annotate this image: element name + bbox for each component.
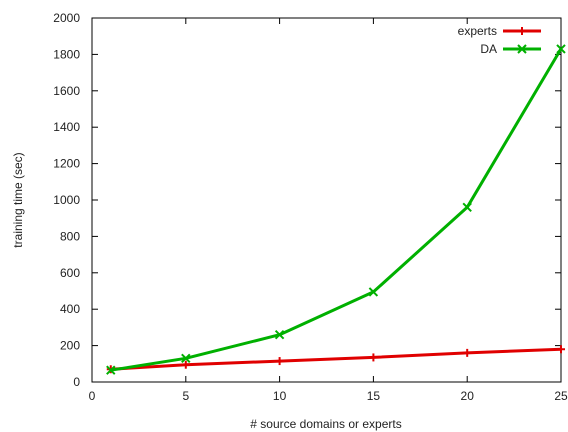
legend-item-da: DA [480, 42, 541, 56]
data-point [181, 360, 190, 369]
y-tick-label: 600 [60, 266, 80, 280]
data-point [368, 287, 379, 297]
x-axis-label: # source domains or experts [250, 417, 401, 431]
data-point [463, 348, 472, 357]
x-tick-label: 15 [367, 389, 381, 403]
y-axis-label: training time (sec) [11, 152, 25, 247]
y-tick-label: 1200 [53, 157, 80, 171]
data-point [369, 353, 378, 362]
x-tick-label: 5 [182, 389, 189, 403]
data-point [181, 353, 191, 364]
x-tick-label: 0 [89, 389, 96, 403]
legend-label: DA [480, 42, 497, 56]
legend-marker [517, 44, 527, 54]
data-point [557, 345, 565, 354]
legend-item-experts: experts [458, 24, 541, 38]
y-tick-label: 2000 [53, 11, 80, 25]
data-point-marker [556, 44, 566, 54]
x-tick-label: 10 [273, 389, 287, 403]
data-point [275, 357, 284, 366]
y-tick-label: 1400 [53, 120, 80, 134]
series-layer [106, 44, 566, 375]
y-tick-label: 400 [60, 302, 80, 316]
plot-frame [91, 17, 562, 383]
y-tick-label: 1600 [53, 84, 80, 98]
data-point [274, 329, 285, 340]
data-point-marker [181, 353, 191, 364]
series-line-experts [110, 347, 562, 371]
x-tick-label: 20 [461, 389, 475, 403]
y-tick-label: 1000 [53, 193, 80, 207]
y-tick-label: 1800 [53, 47, 80, 61]
data-point [106, 365, 116, 375]
series-line-da [110, 48, 563, 372]
y-tick-label: 200 [60, 339, 80, 353]
y-tick-label: 0 [73, 375, 80, 389]
legend: experts DA [458, 24, 541, 56]
series-da [106, 44, 566, 375]
y-tick-label: 800 [60, 229, 80, 243]
data-point-marker [106, 365, 116, 375]
data-point [462, 202, 472, 212]
data-point [556, 44, 566, 54]
x-tick-label: 25 [554, 389, 568, 403]
data-point-marker [274, 329, 285, 340]
legend-label: experts [458, 24, 497, 38]
x-axis: 0 5 10 15 20 25 [89, 18, 568, 403]
data-point-marker [462, 202, 472, 212]
plot-border [91, 17, 562, 383]
series-experts [106, 345, 565, 374]
y-axis: 0 200 400 600 800 1000 1200 1400 1600 1800 2000 [53, 11, 561, 389]
data-point-marker [368, 287, 379, 297]
